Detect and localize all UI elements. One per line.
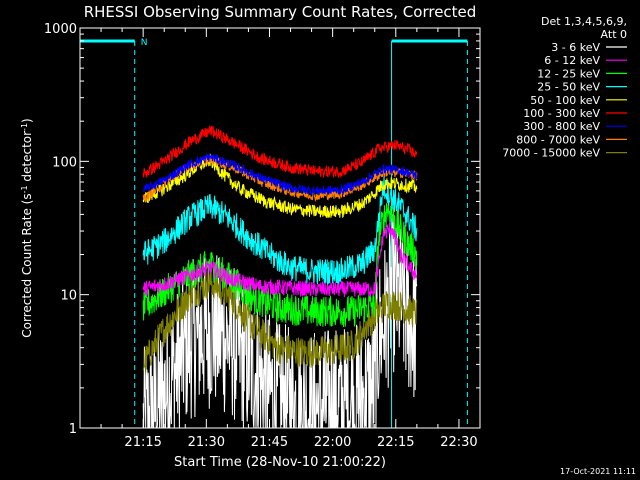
legend-label: 6 - 12 keV [544,54,600,67]
legend-label: 25 - 50 keV [537,81,600,94]
series-line-6 [142,152,418,196]
plot-frame [79,27,481,429]
n-marker: N [141,38,148,48]
x-tick-label: 22:30 [440,435,477,450]
axes: 21:15 21:30 21:45 22:00 22:15 22:30 1 10 100 1000 [44,22,480,450]
legend-label: 100 - 300 keV [523,107,600,120]
y-axis-label: Corrected Count Rate (s-1 detector-1) [20,118,35,337]
series-line-8 [142,267,418,373]
x-tick-label: 21:15 [124,435,161,450]
ylabel-sup: -1 [20,185,29,193]
series-layer [142,125,418,429]
legend-header-2: Att 0 [601,28,627,41]
y-tick-label: 1 [69,422,77,437]
x-axis-label: Start Time (28-Nov-10 21:00:22) [174,455,386,470]
series-line-4 [142,153,418,219]
series-line-5 [142,125,418,178]
legend-label: 3 - 6 keV [551,41,600,54]
x-tick-label: 21:30 [188,435,225,450]
legend-label: 7000 - 15000 keV [502,147,600,160]
legend-label: 800 - 7000 keV [516,133,600,146]
y-tick-label: 1000 [44,22,77,37]
legend-label: 50 - 100 keV [530,94,600,107]
series-line-0 [142,214,418,429]
legend-label: 300 - 800 keV [523,120,600,133]
y-tick-label: 100 [52,155,77,170]
series-line-1 [142,221,418,298]
chart-title: RHESSI Observing Summary Count Rates, Co… [84,3,477,21]
ylabel-sup: -1 [20,123,29,131]
x-tick-label: 21:45 [251,435,288,450]
legend-header-1: Det 1,3,4,5,6,9, [541,15,627,28]
series-line-3 [142,175,418,285]
legend-label: 12 - 25 keV [537,67,600,80]
y-tick-label: 10 [60,289,77,304]
ylabel-part: Corrected Count Rate (s [20,193,34,337]
ylabel-part: ) [20,118,34,123]
series-line-2 [142,202,418,328]
x-tick-label: 22:15 [377,435,414,450]
x-tick-label: 22:00 [314,435,351,450]
timestamp-label: 17-Oct-2021 11:11 [560,467,636,476]
ylabel-part: detector [20,131,34,186]
